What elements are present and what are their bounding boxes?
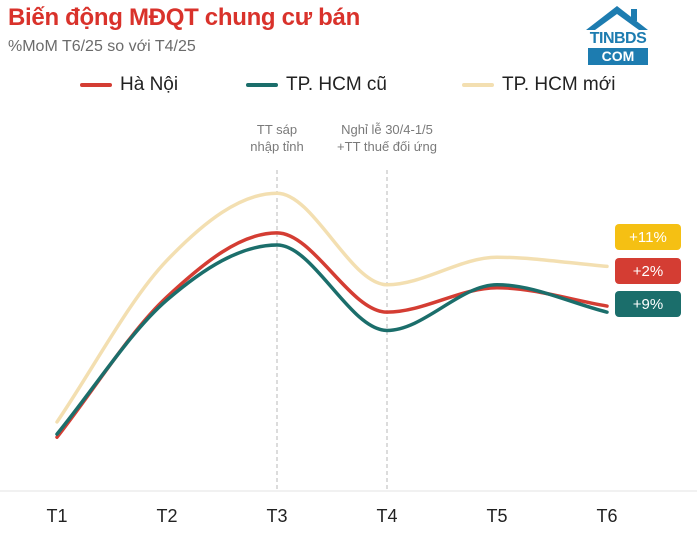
data-point xyxy=(387,330,388,331)
data-point xyxy=(277,193,278,194)
series-line-ha-noi xyxy=(55,231,609,439)
series-line-hcm-moi xyxy=(55,191,609,424)
data-point xyxy=(387,284,388,285)
data-point xyxy=(277,232,278,233)
annotation-label: +TT thuế đối ứng xyxy=(337,139,437,154)
x-tick-label: T4 xyxy=(376,506,397,526)
tinbds-logo: TINBDS COM xyxy=(582,4,652,68)
x-tick-label: T3 xyxy=(266,506,287,526)
data-point xyxy=(387,312,388,313)
x-tick-label: T5 xyxy=(486,506,507,526)
legend-swatch xyxy=(246,83,278,87)
legend-item-ha-noi: Hà Nội xyxy=(80,70,178,100)
data-point xyxy=(277,245,278,246)
data-point xyxy=(57,434,58,435)
chart-title: Biến động MĐQT chung cư bán xyxy=(8,4,360,31)
data-point xyxy=(167,299,168,300)
x-tick-label: T6 xyxy=(596,506,617,526)
legend-swatch xyxy=(462,83,494,87)
annotation-label: Nghỉ lễ 30/4-1/5 xyxy=(341,122,433,137)
data-point xyxy=(167,296,168,297)
legend-label: TP. HCM mới xyxy=(502,74,616,95)
data-point xyxy=(607,266,608,267)
data-point xyxy=(497,284,498,285)
series-line-hcm-cu xyxy=(55,243,609,436)
legend-label: TP. HCM cũ xyxy=(286,74,388,95)
chart-subtitle: %MoM T6/25 so với T4/25 xyxy=(8,38,196,55)
legend-item-hcm-moi: TP. HCM mới xyxy=(462,70,615,100)
logo-text-com: COM xyxy=(588,48,648,65)
logo-text: TINBDS xyxy=(589,30,647,47)
legend-label: Hà Nội xyxy=(120,74,179,95)
annotation-label: TT sáp xyxy=(257,122,297,137)
badge-hcm-moi xyxy=(615,224,681,250)
badge-label: +9% xyxy=(633,296,663,313)
badge-label: +11% xyxy=(629,229,667,246)
legend-swatch xyxy=(80,83,112,87)
badge-hcm-cu xyxy=(615,291,681,317)
legend: Hà Nội TP. HCM cũ TP. HCM mới xyxy=(0,70,697,100)
badge-ha-noi xyxy=(615,258,681,284)
data-point xyxy=(497,287,498,288)
badge-label: +2% xyxy=(633,263,663,280)
x-tick-label: T1 xyxy=(46,506,67,526)
data-point xyxy=(497,257,498,258)
annotation-label: nhập tỉnh xyxy=(250,139,304,154)
x-tick-label: T2 xyxy=(156,506,177,526)
data-point xyxy=(607,306,608,307)
data-point xyxy=(57,421,58,422)
legend-item-hcm-cu: TP. HCM cũ xyxy=(246,70,387,100)
data-point xyxy=(57,437,58,438)
data-point xyxy=(167,260,168,261)
data-point xyxy=(607,312,608,313)
house-roof-icon xyxy=(586,6,648,30)
